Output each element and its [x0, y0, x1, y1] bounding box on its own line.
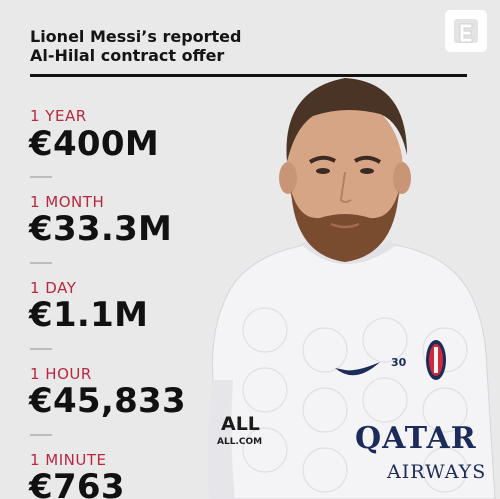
- shirt-number: 30: [391, 356, 407, 369]
- sponsor-line-1: QATAR: [355, 421, 477, 456]
- stat-value-month: €33.3M: [29, 209, 173, 249]
- stat-divider: [30, 262, 52, 264]
- stat-label-minute: 1 MINUTE: [30, 451, 107, 469]
- stat-label-day: 1 DAY: [30, 279, 77, 297]
- page-title: Lionel Messi’s reported Al-Hilal contrac…: [30, 27, 320, 65]
- stat-divider: [30, 348, 52, 350]
- player-photo: 30 QATAR AIRWAYS ALL ALL.COM: [207, 78, 496, 499]
- title-line-1: Lionel Messi’s reported: [30, 27, 242, 46]
- sponsor-line-2: AIRWAYS: [386, 461, 486, 483]
- stat-value-hour: €45,833: [29, 381, 186, 421]
- stat-divider: [30, 176, 52, 178]
- sleeve-logo-text: ALL: [221, 413, 260, 435]
- shirt: [212, 237, 496, 499]
- stat-divider: [30, 434, 52, 436]
- stat-value-day: €1.1M: [29, 295, 149, 335]
- shirt-pattern: [242, 307, 468, 493]
- title-divider: [30, 74, 467, 77]
- hair: [286, 78, 407, 162]
- stat-value-minute: €763: [29, 467, 125, 499]
- nike-swoosh-icon: [335, 362, 380, 376]
- collar: [303, 240, 395, 264]
- title-line-2: Al-Hilal contract offer: [30, 46, 225, 65]
- face: [287, 98, 403, 242]
- stat-label-month: 1 MONTH: [30, 193, 105, 211]
- stat-label-hour: 1 HOUR: [30, 365, 92, 383]
- espn-e-logo-icon: [445, 10, 487, 52]
- sleeve-logo-sub: ALL.COM: [217, 437, 262, 447]
- psg-crest-icon: [426, 340, 446, 380]
- stat-value-year: €400M: [29, 124, 159, 164]
- stat-label-year: 1 YEAR: [30, 107, 87, 125]
